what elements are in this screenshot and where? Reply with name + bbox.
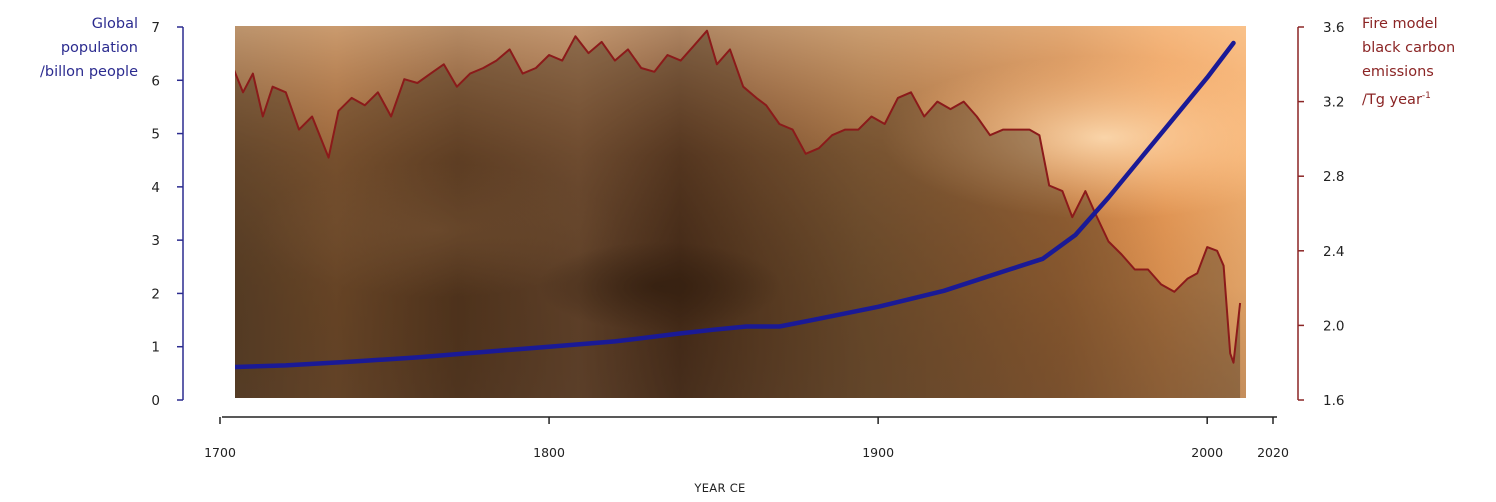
left-tick-label: 6 (151, 73, 160, 89)
left-tick-label: 4 (151, 180, 160, 196)
x-tick-label: 1900 (862, 445, 894, 460)
left-axis-title-line1: Global (91, 16, 138, 32)
x-tick-label: 1700 (204, 445, 236, 460)
emissions-area (235, 30, 1241, 398)
left-tick-label: 0 (151, 393, 160, 409)
left-tick-label: 2 (151, 286, 160, 302)
x-axis-title: YEAR CE (694, 481, 746, 495)
right-tick-label: 2.0 (1323, 318, 1344, 334)
left-tick-label: 7 (151, 20, 160, 36)
left-tick-label: 1 (151, 340, 160, 356)
left-axis-title-line2: population (60, 40, 138, 56)
right-tick-label: 3.2 (1323, 95, 1344, 111)
emissions-series-line (235, 29, 1242, 364)
left-tick-label: 3 (151, 233, 160, 249)
plot-area (235, 29, 1242, 398)
right-axis-title: Fire model black carbon emissions /Tg ye… (1362, 12, 1492, 112)
x-axis-ticks: 1700 1800 1900 2000 2020 (204, 417, 1289, 460)
right-tick-label: 3.6 (1323, 20, 1344, 36)
fire-background (235, 26, 1246, 398)
x-tick-label: 2020 (1257, 445, 1289, 460)
x-tick-label: 2000 (1191, 445, 1223, 460)
left-axis-ticks: 0 1 2 3 4 5 6 7 (151, 20, 183, 409)
right-tick-label: 2.4 (1323, 244, 1344, 260)
right-axis-ticks: 1.6 2.0 2.4 2.8 3.2 3.6 (1298, 20, 1344, 409)
right-axis-title-line3: emissions (1362, 64, 1434, 80)
population-series-line (235, 40, 1236, 370)
left-axis-title: Global population /billon people (10, 12, 138, 84)
right-axis-title-line2: black carbon (1362, 40, 1456, 56)
right-axis-unit: /Tg year (1362, 91, 1422, 108)
right-tick-label: 1.6 (1323, 393, 1344, 409)
x-tick-label: 1800 (533, 445, 565, 460)
left-tick-label: 5 (151, 127, 160, 143)
right-tick-label: 2.8 (1323, 169, 1344, 185)
right-axis-title-line4: /Tg year-1 (1362, 84, 1492, 112)
right-axis-title-line1: Fire model (1362, 16, 1438, 32)
left-axis-title-line3: /billon people (40, 64, 138, 80)
right-axis-unit-exponent: -1 (1421, 91, 1431, 101)
